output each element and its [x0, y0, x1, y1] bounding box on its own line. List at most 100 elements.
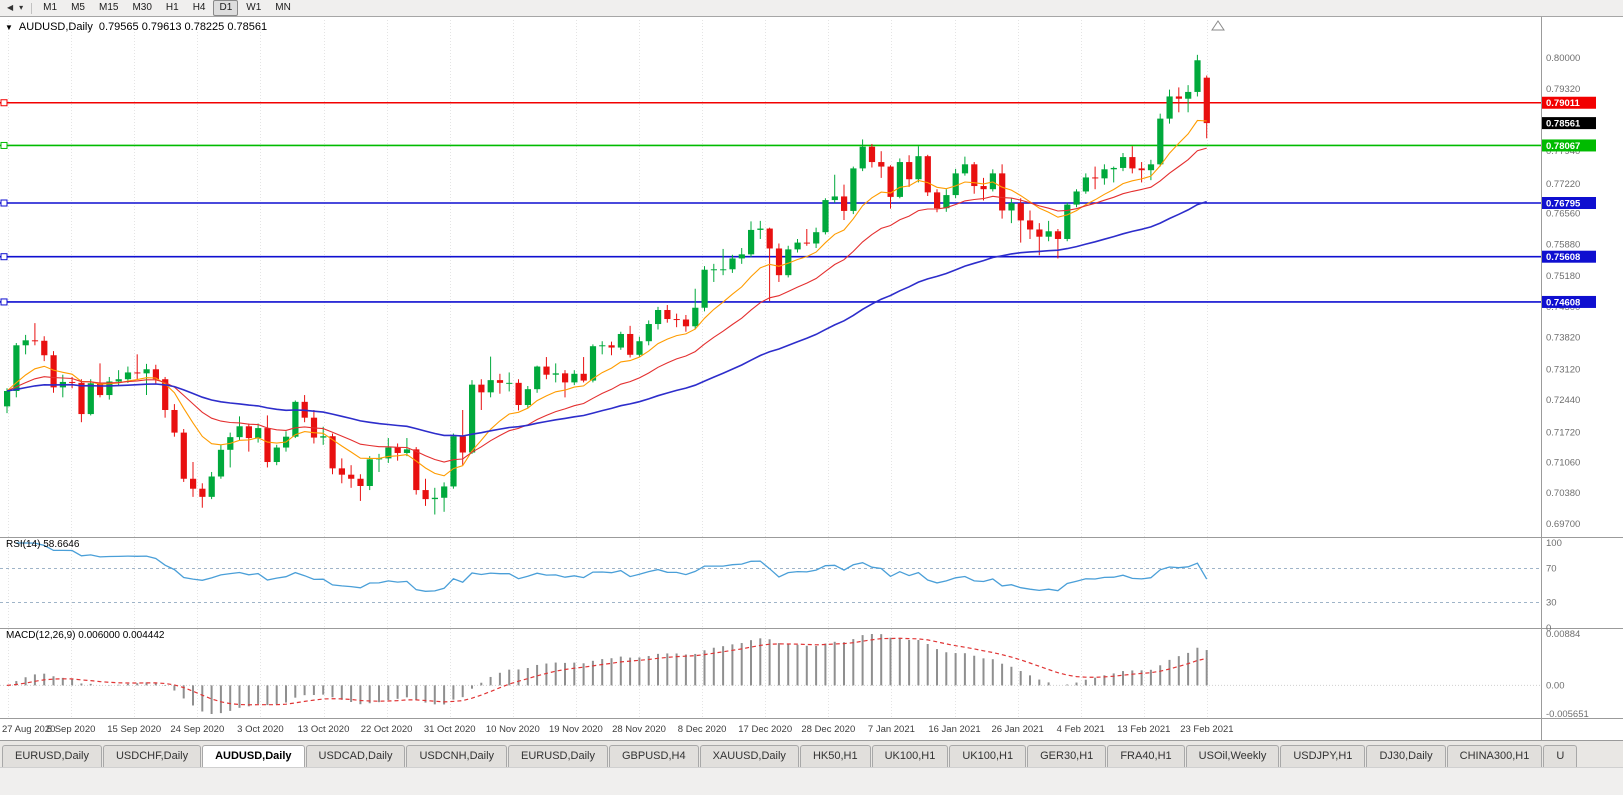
date-axis-label: 31 Oct 2020 — [424, 724, 476, 735]
price-axis-label: 0.79320 — [1546, 84, 1580, 95]
chart-tab[interactable]: GER30,H1 — [1027, 745, 1107, 767]
price-axis-label: 0.70380 — [1546, 488, 1580, 499]
hline-price-tag-text: 0.75608 — [1546, 252, 1580, 263]
rsi-axis-label: 30 — [1546, 598, 1557, 609]
current-price-tag-text: 0.78561 — [1546, 119, 1581, 130]
date-axis-label: 28 Nov 2020 — [612, 724, 666, 735]
hline-price-tag-text: 0.79011 — [1546, 98, 1581, 109]
chart-symbol-title: AUDUSD,Daily — [18, 21, 93, 33]
macd-histogram — [15, 634, 1208, 714]
date-axis-label: 5 Sep 2020 — [47, 724, 96, 735]
price-axis-label: 0.75880 — [1546, 239, 1580, 250]
date-axis-label: 13 Oct 2020 — [298, 724, 350, 735]
date-axis-label: 27 Aug 2020 — [2, 724, 55, 735]
price-axis-label: 0.75180 — [1546, 271, 1580, 282]
timeframe-button-m30[interactable]: M30 — [132, 2, 152, 13]
date-axis-label: 26 Jan 2021 — [991, 724, 1043, 735]
macd-axis-label: -0.005651 — [1546, 709, 1589, 720]
price-axis-label: 0.72440 — [1546, 395, 1580, 406]
macd-signal-line — [6, 637, 1207, 706]
timeframe-button-h4[interactable]: H4 — [192, 2, 206, 13]
chart-tabbar: EURUSD,Daily USDCHF,Daily AUDUSD,Daily USDC… — [0, 740, 1623, 767]
macd-axis-label: 0.00884 — [1546, 629, 1580, 640]
current-price-tag — [1542, 117, 1596, 130]
hline-price-tag — [1542, 295, 1596, 308]
status-bar — [0, 767, 1623, 795]
candlestick-series — [4, 54, 1210, 515]
chart-tab[interactable]: EURUSD,Daily — [508, 745, 608, 767]
line-anchor-handle[interactable] — [0, 253, 8, 261]
macd-axis-label: 0.00 — [1546, 680, 1565, 691]
vertical-gridlines — [8, 20, 1208, 718]
chart-background — [0, 17, 1623, 740]
price-axis-label: 0.76560 — [1546, 209, 1580, 220]
chart-tab[interactable]: USDCNH,Daily — [406, 745, 508, 767]
date-axis-label: 8 Dec 2020 — [678, 724, 727, 735]
ma-fast-line — [6, 119, 1207, 477]
hline-price-tag — [1542, 96, 1596, 109]
rsi-line — [16, 542, 1208, 592]
hline-price-tag — [1542, 250, 1596, 263]
line-anchor-handle[interactable] — [0, 99, 8, 107]
price-axis-label: 0.69700 — [1546, 519, 1580, 530]
timeframe-button-m15[interactable]: M15 — [98, 2, 119, 13]
price-axis-label: 0.73820 — [1546, 333, 1580, 344]
timeframe-button-d1[interactable]: D1 — [213, 0, 239, 16]
chart-tab[interactable]: USDCHF,Daily — [102, 745, 202, 767]
charts-bar-icon[interactable]: ◀ — [7, 3, 14, 12]
hline-price-tag-text: 0.76795 — [1546, 199, 1581, 210]
date-axis-label: 23 Feb 2021 — [1180, 724, 1233, 735]
price-axis-label: 0.71060 — [1546, 457, 1580, 468]
timeframe-button-m1[interactable]: M1 — [43, 2, 58, 13]
date-axis-label: 7 Jan 2021 — [868, 724, 915, 735]
chart-ohlc-values: 0.79565 0.79613 0.78225 0.78561 — [98, 21, 268, 33]
chart-tab[interactable]: USDCAD,Daily — [305, 745, 406, 767]
date-axis-label: 10 Nov 2020 — [486, 724, 540, 735]
rsi-axis-label: 0 — [1546, 623, 1551, 634]
date-axis-label: 3 Oct 2020 — [237, 724, 283, 735]
chart-tab[interactable]: CHINA300,H1 — [1446, 745, 1543, 767]
chart-tab[interactable]: AUDUSD,Daily — [202, 745, 305, 767]
timeframe-button-w1[interactable]: W1 — [246, 2, 262, 13]
date-axis-label: 19 Nov 2020 — [549, 724, 603, 735]
macd-indicator-label: MACD(12,26,9) 0.006000 0.004442 — [6, 630, 165, 641]
chart-shift-marker[interactable] — [1211, 20, 1225, 31]
chart-header: ▼ AUDUSD,Daily 0.79565 0.79613 0.78225 0… — [5, 21, 267, 33]
chart-tab[interactable]: HK50,H1 — [799, 745, 871, 767]
chart-tab[interactable]: UK100,H1 — [949, 745, 1027, 767]
chart-tab[interactable]: U — [1543, 745, 1578, 767]
rsi-axis-label: 100 — [1546, 538, 1562, 549]
chart-collapse-icon[interactable]: ▼ — [5, 22, 13, 32]
hline-price-tag-text: 0.78067 — [1546, 141, 1580, 152]
hline-price-tag — [1542, 139, 1596, 152]
date-axis-label: 22 Oct 2020 — [361, 724, 413, 735]
price-axis-label: 0.77940 — [1546, 146, 1580, 157]
date-axis-label: 15 Sep 2020 — [107, 724, 161, 735]
chart-tab[interactable]: DJ30,Daily — [1366, 745, 1446, 767]
timeframe-button-m5[interactable]: M5 — [71, 2, 85, 13]
line-anchor-handle[interactable] — [0, 199, 8, 207]
line-anchor-handle[interactable] — [0, 141, 8, 149]
rsi-axis-label: 70 — [1546, 564, 1557, 575]
chart-tab[interactable]: GBPUSD,H4 — [609, 745, 699, 767]
chart-tab[interactable]: EURUSD,Daily — [2, 745, 102, 767]
line-anchor-handle[interactable] — [0, 298, 8, 306]
price-axis-label: 0.77220 — [1546, 179, 1580, 190]
ma-slow-line — [6, 200, 1207, 437]
chart-tab[interactable]: UK100,H1 — [871, 745, 949, 767]
hline-price-tag-text: 0.74608 — [1546, 297, 1580, 308]
dropdown-caret-icon[interactable]: ▾ — [19, 3, 24, 12]
ma-mid-line — [6, 147, 1207, 463]
timeframe-button-mn[interactable]: MN — [275, 2, 291, 13]
chart-tab[interactable]: USDJPY,H1 — [1280, 745, 1366, 767]
date-axis-label: 17 Dec 2020 — [738, 724, 792, 735]
timeframe-toolbar: ◀ ▾ M1 M5 M15 M30 H1 H4 D1 W1 MN — [0, 0, 1623, 17]
date-axis-label: 24 Sep 2020 — [170, 724, 224, 735]
date-axis-label: 13 Feb 2021 — [1117, 724, 1170, 735]
timeframe-button-h1[interactable]: H1 — [165, 2, 179, 13]
chart-tab[interactable]: FRA40,H1 — [1107, 745, 1185, 767]
chart-tab[interactable]: USOil,Weekly — [1185, 745, 1280, 767]
chart-tab[interactable]: XAUUSD,Daily — [699, 745, 799, 767]
